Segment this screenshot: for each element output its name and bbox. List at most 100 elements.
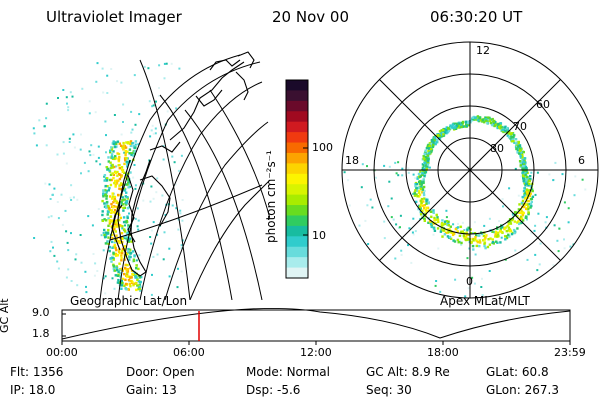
aurora-pixel [126,197,129,200]
noise-pixel [557,250,560,253]
aurora-pixel [433,229,437,232]
noise-pixel [57,267,60,270]
aurora-pixel [126,196,129,199]
aurora-pixel [508,218,512,221]
aurora-pixel [107,236,110,239]
aurora-pixel [116,174,119,177]
noise-pixel [514,167,517,170]
right-aurora-oval [413,115,535,251]
noise-pixel [538,263,541,266]
aurora-pixel [104,234,108,237]
noise-pixel [533,229,536,232]
aurora-pixel [124,183,128,186]
noise-pixel [61,223,64,226]
aurora-pixel [102,195,105,198]
noise-pixel [110,68,113,70]
noise-pixel [445,209,448,212]
aurora-pixel [128,258,131,261]
noise-pixel [567,221,570,224]
aurora-pixel [112,140,115,143]
time-label: 06:30:20 UT [430,8,523,26]
noise-pixel [435,280,438,282]
aurora-pixel [457,126,460,129]
aurora-pixel [442,133,445,136]
aurora-pixel [134,282,137,285]
aurora-pixel [123,157,127,160]
aurora-pixel [104,231,108,234]
aurora-pixel [518,144,522,147]
aurora-pixel [122,209,125,212]
aurora-pixel [518,203,521,206]
aurora-pixel [455,125,458,128]
aurora-pixel [432,227,436,230]
noise-pixel [563,238,565,241]
noise-pixel [38,119,41,122]
noise-pixel [412,233,415,236]
aurora-pixel [110,202,113,206]
noise-pixel [397,161,400,164]
noise-pixel [154,127,157,130]
aurora-pixel [115,234,118,237]
aurora-pixel [443,233,447,236]
aurora-pixel [111,163,114,167]
noise-pixel [94,262,97,265]
aurora-pixel [528,189,531,192]
noise-pixel [142,199,145,202]
aurora-pixel [518,211,521,214]
aurora-pixel [431,145,435,148]
noise-pixel [49,198,52,200]
aurora-pixel [425,157,429,160]
aurora-pixel [486,118,490,121]
aurora-pixel [121,251,124,255]
aurora-pixel [435,213,438,217]
aurora-pixel [433,139,436,142]
noise-pixel [92,153,95,156]
noise-pixel [90,144,93,147]
aurora-pixel [449,225,452,228]
aurora-pixel [450,126,453,130]
noise-pixel [113,241,116,244]
aurora-pixel [432,211,435,214]
aurora-pixel [423,175,426,178]
noise-pixel [181,219,184,222]
noise-pixel [175,107,178,110]
aurora-pixel [531,189,534,193]
noise-pixel [414,177,417,180]
aurora-pixel [134,276,137,279]
aurora-pixel [422,157,425,160]
aurora-pixel [109,215,112,218]
noise-pixel [113,114,116,116]
noise-pixel [121,227,124,230]
aurora-pixel [508,131,511,134]
aurora-pixel [413,192,417,195]
aurora-pixel [442,229,445,232]
noise-pixel [388,165,391,168]
noise-pixel [348,204,351,207]
info-seq: Seq: 30 [366,383,412,397]
aurora-pixel [519,165,523,168]
noise-pixel [400,249,403,252]
aurora-pixel [124,175,128,179]
noise-pixel [526,258,529,261]
aurora-pixel [496,232,500,236]
aurora-pixel [109,195,112,198]
noise-pixel [122,121,124,123]
aurora-pixel [115,205,118,209]
noise-pixel [128,212,130,215]
aurora-pixel [124,282,128,286]
aurora-pixel [487,238,490,241]
aurora-pixel [522,150,525,154]
noise-pixel [434,284,437,287]
aurora-pixel [467,124,470,127]
aurora-pixel [124,151,128,154]
aurora-pixel [111,236,114,240]
noise-pixel [156,177,159,180]
noise-pixel [157,94,160,97]
noise-pixel [128,280,131,283]
aurora-pixel [120,249,124,253]
aurora-pixel [422,204,425,207]
aurora-pixel [118,184,121,187]
noise-pixel [152,221,155,224]
aurora-pixel [134,274,137,278]
aurora-pixel [139,289,142,292]
